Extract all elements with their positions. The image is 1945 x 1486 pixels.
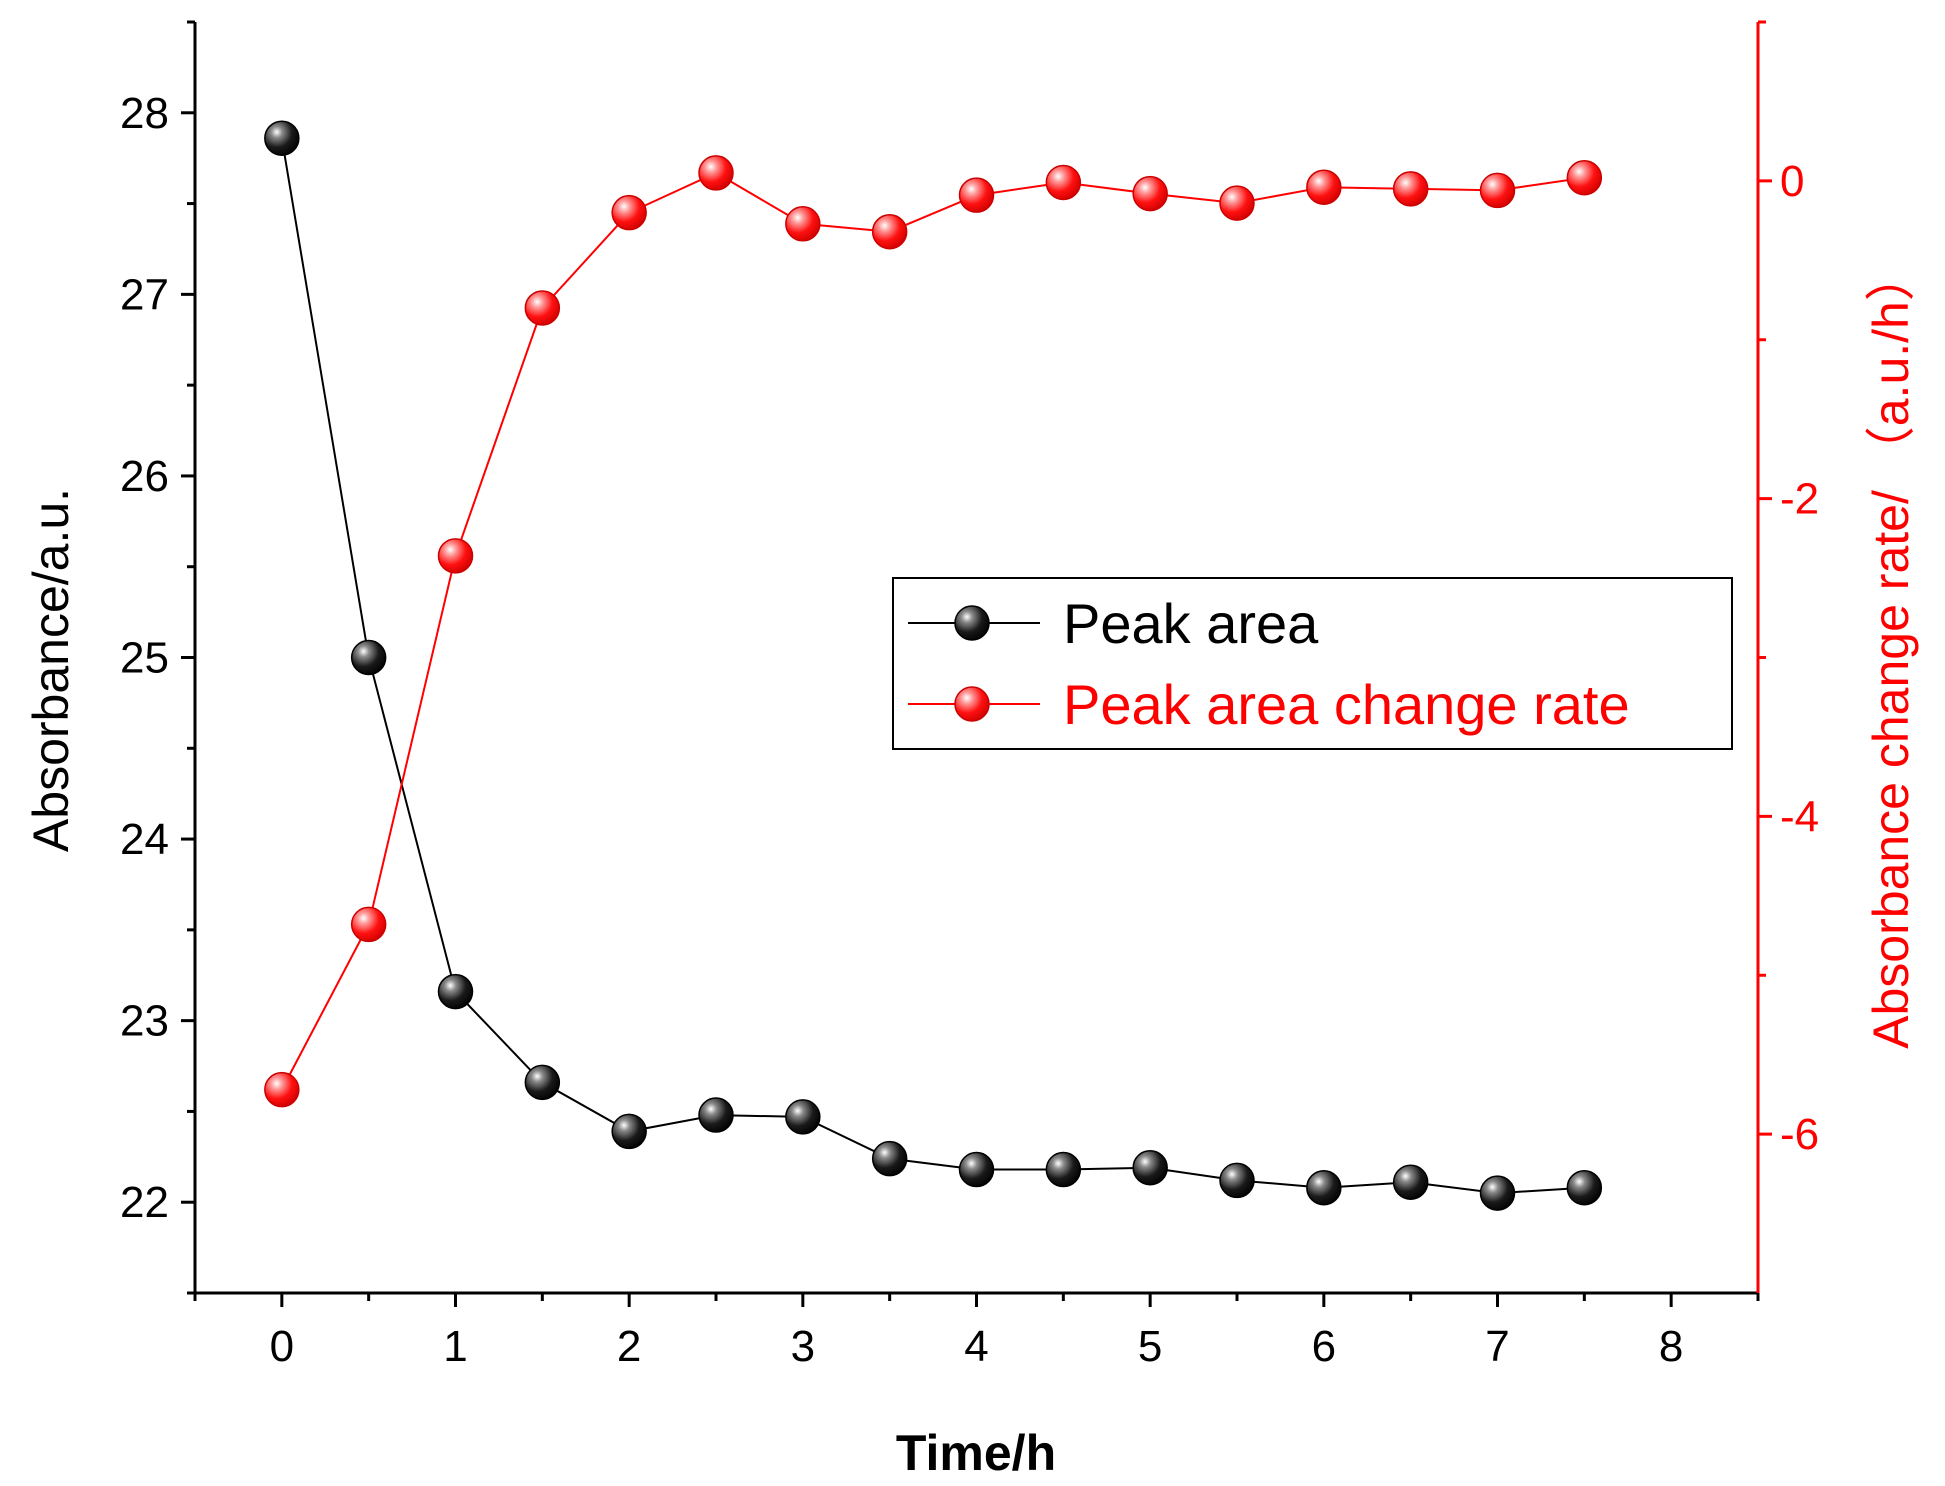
data-point-peak-area	[264, 120, 300, 156]
data-point-change-rate	[1479, 172, 1516, 209]
x-axis-title: Time/h	[896, 1425, 1056, 1481]
x-tick-label: 4	[964, 1322, 988, 1371]
data-point-peak-area	[958, 1151, 995, 1188]
y-right-tick-label: -6	[1780, 1110, 1819, 1159]
data-point-peak-area	[1479, 1175, 1516, 1211]
data-point-peak-area	[871, 1140, 908, 1177]
x-tick-label: 7	[1485, 1322, 1509, 1371]
legend-label-change-rate: Peak area change rate	[1063, 673, 1630, 736]
data-point-peak-area	[1132, 1149, 1168, 1186]
y-left-tick-label: 28	[120, 89, 169, 138]
data-point-change-rate	[1045, 164, 1082, 201]
y-left-tick-label: 26	[120, 452, 169, 501]
data-point-change-rate	[350, 906, 387, 943]
data-point-change-rate	[437, 538, 474, 574]
legend-label-peak-area: Peak area	[1063, 592, 1319, 655]
y-right-tick-label: -2	[1780, 475, 1819, 524]
legend-box	[892, 577, 1733, 750]
data-point-peak-area	[1045, 1151, 1082, 1188]
x-tick-label: 3	[791, 1322, 815, 1371]
data-point-change-rate	[524, 290, 561, 326]
x-tick-label: 0	[270, 1322, 294, 1371]
data-point-change-rate	[611, 194, 647, 231]
series-markers	[264, 120, 1603, 1211]
data-point-peak-area	[524, 1064, 561, 1101]
y-right-tick-label: -4	[1780, 792, 1819, 841]
y-left-tick-label: 25	[120, 634, 169, 683]
y-left-tick-label: 27	[120, 270, 169, 319]
legend: Peak area Peak area change rate	[892, 577, 1733, 750]
y-right-axis-title: Absorbance change rate/ （a.u./h）	[1863, 251, 1919, 1049]
data-point-peak-area	[1392, 1164, 1429, 1200]
data-point-change-rate	[1132, 175, 1168, 212]
data-point-peak-area	[1306, 1169, 1342, 1206]
x-tick-label: 8	[1659, 1322, 1683, 1371]
legend-marker-change-rate	[954, 686, 990, 722]
data-point-change-rate	[958, 177, 995, 213]
data-point-peak-area	[611, 1113, 647, 1150]
y-left-tick-label: 22	[120, 1178, 169, 1227]
data-point-change-rate	[698, 155, 734, 191]
data-point-change-rate	[264, 1071, 300, 1108]
y-left-tick-label: 23	[120, 997, 169, 1046]
data-point-change-rate	[871, 213, 908, 250]
data-point-peak-area	[350, 639, 387, 676]
data-point-change-rate	[1392, 171, 1429, 207]
y-right-tick-label: 0	[1780, 157, 1804, 206]
legend-marker-peak-area	[954, 605, 990, 641]
series-line-change-rate	[280, 171, 1585, 1091]
y-left-axis-title: Absorbance/a.u.	[23, 488, 79, 852]
data-point-peak-area	[698, 1097, 734, 1133]
data-point-change-rate	[1219, 185, 1255, 221]
series-lines	[280, 138, 1585, 1195]
x-tick-label: 5	[1138, 1322, 1162, 1371]
x-tick-label: 6	[1312, 1322, 1336, 1371]
x-tick-label: 2	[617, 1322, 641, 1371]
y-left-tick-label: 24	[120, 815, 169, 864]
data-point-peak-area	[1219, 1162, 1255, 1199]
data-point-peak-area	[1566, 1169, 1603, 1206]
x-tick-label: 1	[443, 1322, 467, 1371]
data-point-change-rate	[785, 206, 821, 242]
data-point-change-rate	[1566, 159, 1603, 196]
data-point-change-rate	[1306, 169, 1342, 205]
data-point-peak-area	[785, 1099, 821, 1135]
data-point-peak-area	[437, 973, 474, 1010]
series-line-peak-area	[280, 138, 1585, 1195]
